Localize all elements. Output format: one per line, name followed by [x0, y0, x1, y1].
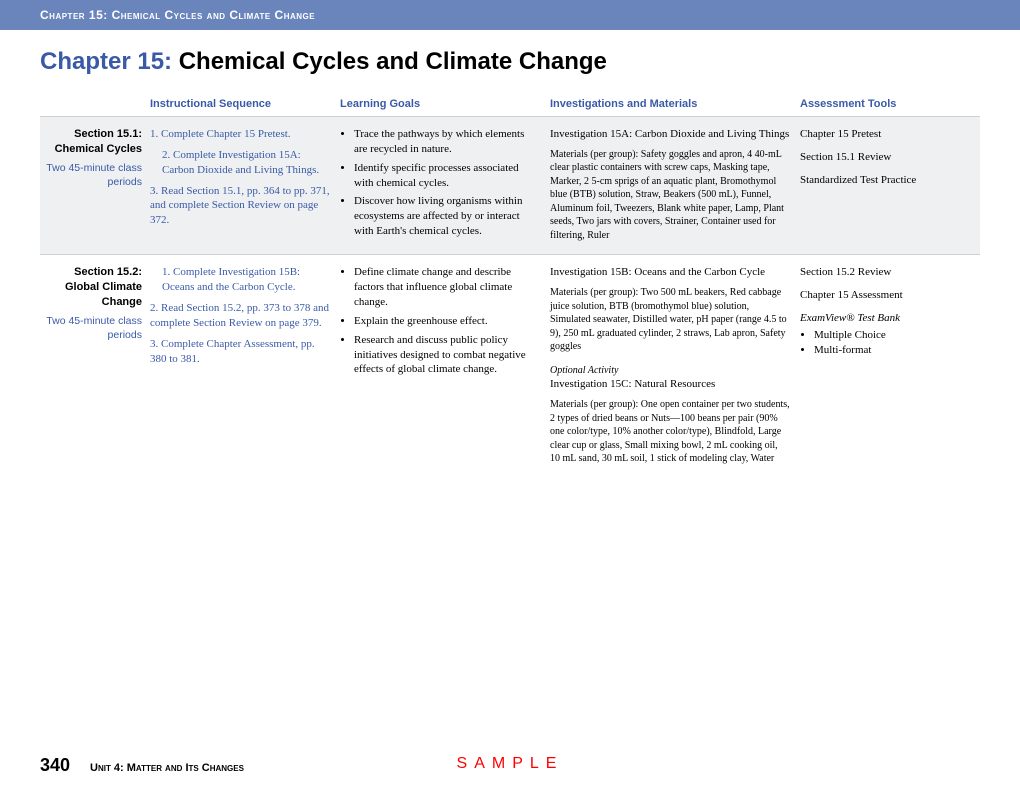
optional-materials: Materials (per group): One open containe…: [550, 398, 790, 466]
seq-item: 3. Read Section 15.1, pp. 364 to pp. 371…: [150, 184, 330, 229]
assess-item: Standardized Test Practice: [800, 173, 950, 188]
assessment-tools: Chapter 15 Pretest Section 15.1 Review S…: [800, 127, 950, 244]
unit-label: Unit 4: Matter and Its Changes: [90, 762, 244, 774]
goal-item: Research and discuss public policy initi…: [354, 333, 540, 378]
section-row: Section 15.2: Global Climate Change Two …: [40, 254, 980, 477]
goal-item: Identify specific processes associated w…: [354, 161, 540, 191]
column-headers: Instructional Sequence Learning Goals In…: [40, 92, 980, 116]
section-duration: Two 45-minute class periods: [40, 161, 142, 189]
section-duration: Two 45-minute class periods: [40, 314, 142, 342]
seq-item: 1. Complete Chapter 15 Pretest.: [150, 127, 330, 142]
page-footer: 340 Unit 4: Matter and Its Changes SAMPL…: [40, 755, 980, 776]
section-row: Section 15.1: Chemical Cycles Two 45-min…: [40, 116, 980, 254]
assess-item: Chapter 15 Assessment: [800, 288, 950, 303]
chapter-label: Chapter 15:: [40, 48, 172, 75]
section-title: Section 15.1: Chemical Cycles: [40, 127, 142, 157]
learning-goals: Define climate change and describe facto…: [340, 265, 550, 467]
optional-activity-label: Optional Activity: [550, 364, 790, 378]
instructional-sequence: 1. Complete Chapter 15 Pretest. 2. Compl…: [150, 127, 340, 244]
page-content: Chapter 15: Chemical Cycles and Climate …: [0, 30, 1020, 478]
investigation-title: Investigation 15A: Carbon Dioxide and Li…: [550, 127, 790, 142]
investigations: Investigation 15A: Carbon Dioxide and Li…: [550, 127, 800, 244]
chapter-text: Chemical Cycles and Climate Change: [179, 48, 607, 75]
investigations: Investigation 15B: Oceans and the Carbon…: [550, 265, 800, 467]
col-assessment: Assessment Tools: [800, 98, 950, 110]
chapter-title: Chapter 15: Chemical Cycles and Climate …: [40, 48, 980, 76]
materials-list: Materials (per group): Safety goggles an…: [550, 148, 790, 243]
seq-item: 2. Read Section 15.2, pp. 373 to 378 and…: [150, 301, 330, 331]
assessment-tools: Section 15.2 Review Chapter 15 Assessmen…: [800, 265, 950, 467]
learning-goals: Trace the pathways by which elements are…: [340, 127, 550, 244]
assess-item: Chapter 15 Pretest: [800, 127, 950, 142]
section-label: Section 15.1: Chemical Cycles Two 45-min…: [40, 127, 150, 244]
investigation-title: Investigation 15B: Oceans and the Carbon…: [550, 265, 790, 280]
goal-item: Trace the pathways by which elements are…: [354, 127, 540, 157]
goal-item: Define climate change and describe facto…: [354, 265, 540, 310]
section-title: Section 15.2: Global Climate Change: [40, 265, 142, 310]
goal-item: Explain the greenhouse effect.: [354, 314, 540, 329]
col-investigations: Investigations and Materials: [550, 98, 800, 110]
section-label: Section 15.2: Global Climate Change Two …: [40, 265, 150, 467]
page-number: 340: [40, 755, 70, 776]
running-head: Chapter 15: Chemical Cycles and Climate …: [0, 0, 1020, 30]
col-goals: Learning Goals: [340, 98, 550, 110]
seq-item: 3. Complete Chapter Assessment, pp. 380 …: [150, 337, 330, 367]
optional-activity-title: Investigation 15C: Natural Resources: [550, 377, 790, 392]
seq-item: 1. Complete Investigation 15B: Oceans an…: [150, 265, 330, 295]
seq-item: 2. Complete Investigation 15A: Carbon Di…: [150, 148, 330, 178]
instructional-sequence: 1. Complete Investigation 15B: Oceans an…: [150, 265, 340, 467]
assess-item: Section 15.1 Review: [800, 150, 950, 165]
assess-item: Section 15.2 Review: [800, 265, 950, 280]
goal-item: Discover how living organisms within eco…: [354, 194, 540, 239]
sample-watermark: SAMPLE: [457, 755, 564, 773]
examview-item: Multi-format: [814, 343, 950, 358]
examview-label: ExamView® Test Bank: [800, 312, 900, 324]
col-instructional: Instructional Sequence: [150, 98, 340, 110]
materials-list: Materials (per group): Two 500 mL beaker…: [550, 286, 790, 354]
examview-item: Multiple Choice: [814, 328, 950, 343]
assess-examview: ExamView® Test Bank Multiple Choice Mult…: [800, 311, 950, 358]
